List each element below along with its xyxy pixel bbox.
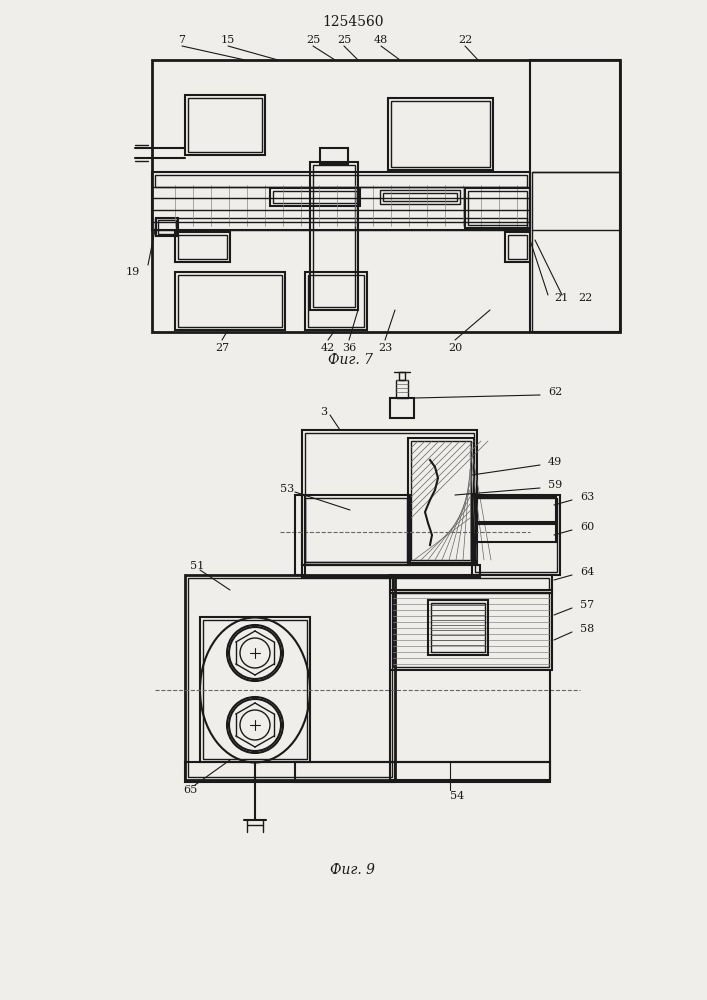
Bar <box>393 578 549 590</box>
Bar <box>203 620 307 759</box>
Bar <box>390 575 552 593</box>
Bar <box>308 275 364 327</box>
Bar <box>175 272 285 330</box>
Bar <box>383 193 457 201</box>
Text: 36: 36 <box>342 343 356 353</box>
Bar <box>185 95 265 155</box>
Bar <box>155 175 527 187</box>
Bar <box>188 98 262 152</box>
Text: 54: 54 <box>450 791 464 801</box>
Bar <box>200 617 310 762</box>
Bar <box>175 232 230 262</box>
Text: 3: 3 <box>320 407 327 417</box>
Bar <box>320 148 348 164</box>
Bar <box>156 218 178 236</box>
Bar <box>313 165 355 307</box>
Bar <box>390 590 552 670</box>
Bar <box>465 188 530 228</box>
Bar <box>295 762 550 782</box>
Text: 65: 65 <box>183 785 197 795</box>
Text: 51: 51 <box>190 561 204 571</box>
Bar <box>305 498 407 562</box>
Bar <box>472 495 560 575</box>
Bar <box>532 172 620 332</box>
Text: 59: 59 <box>548 480 562 490</box>
Bar <box>155 218 527 230</box>
Text: 42: 42 <box>321 343 335 353</box>
Bar <box>390 398 414 418</box>
Text: Фиг. 7: Фиг. 7 <box>327 353 373 367</box>
Bar <box>396 380 408 398</box>
Bar <box>305 433 474 562</box>
Bar <box>476 524 556 542</box>
Text: 62: 62 <box>548 387 562 397</box>
Bar <box>188 578 392 777</box>
Bar <box>270 188 360 206</box>
Text: 25: 25 <box>306 35 320 45</box>
Text: 23: 23 <box>378 343 392 353</box>
Bar <box>380 190 460 204</box>
Text: 1254560: 1254560 <box>322 15 384 29</box>
Bar <box>505 232 530 262</box>
Bar <box>152 60 620 332</box>
Text: 53: 53 <box>280 484 294 494</box>
Bar <box>302 565 480 577</box>
Bar <box>475 498 557 572</box>
Bar <box>411 441 471 560</box>
Text: 60: 60 <box>580 522 595 532</box>
Text: 48: 48 <box>374 35 388 45</box>
Text: Фиг. 9: Фиг. 9 <box>330 863 375 877</box>
Text: 19: 19 <box>126 267 140 277</box>
Bar <box>178 275 282 327</box>
Bar <box>185 762 395 782</box>
Text: 7: 7 <box>178 35 185 45</box>
Bar <box>273 191 357 203</box>
Bar <box>305 272 367 330</box>
Bar <box>476 497 556 522</box>
Bar <box>152 172 530 230</box>
Text: 27: 27 <box>215 343 229 353</box>
Bar <box>390 762 550 780</box>
Bar <box>428 600 488 655</box>
Bar <box>158 220 176 234</box>
Bar <box>393 593 549 667</box>
Bar <box>530 60 620 332</box>
Text: 22: 22 <box>578 293 592 303</box>
Text: 58: 58 <box>580 624 595 634</box>
Bar <box>388 98 493 170</box>
Bar <box>302 430 477 565</box>
Bar <box>408 438 474 563</box>
Bar <box>178 235 227 259</box>
Bar <box>295 495 305 575</box>
Text: 64: 64 <box>580 567 595 577</box>
Text: 25: 25 <box>337 35 351 45</box>
Text: 15: 15 <box>221 35 235 45</box>
Text: 22: 22 <box>458 35 472 45</box>
Text: 63: 63 <box>580 492 595 502</box>
Bar <box>508 235 527 259</box>
Text: 49: 49 <box>548 457 562 467</box>
Bar <box>431 603 485 652</box>
Text: 21: 21 <box>554 293 568 303</box>
Bar <box>391 101 490 167</box>
Bar <box>399 372 405 380</box>
Text: 57: 57 <box>580 600 594 610</box>
Bar <box>302 495 410 565</box>
Text: 20: 20 <box>448 343 462 353</box>
Bar <box>468 191 527 225</box>
Bar <box>310 162 358 310</box>
Bar <box>185 575 395 780</box>
